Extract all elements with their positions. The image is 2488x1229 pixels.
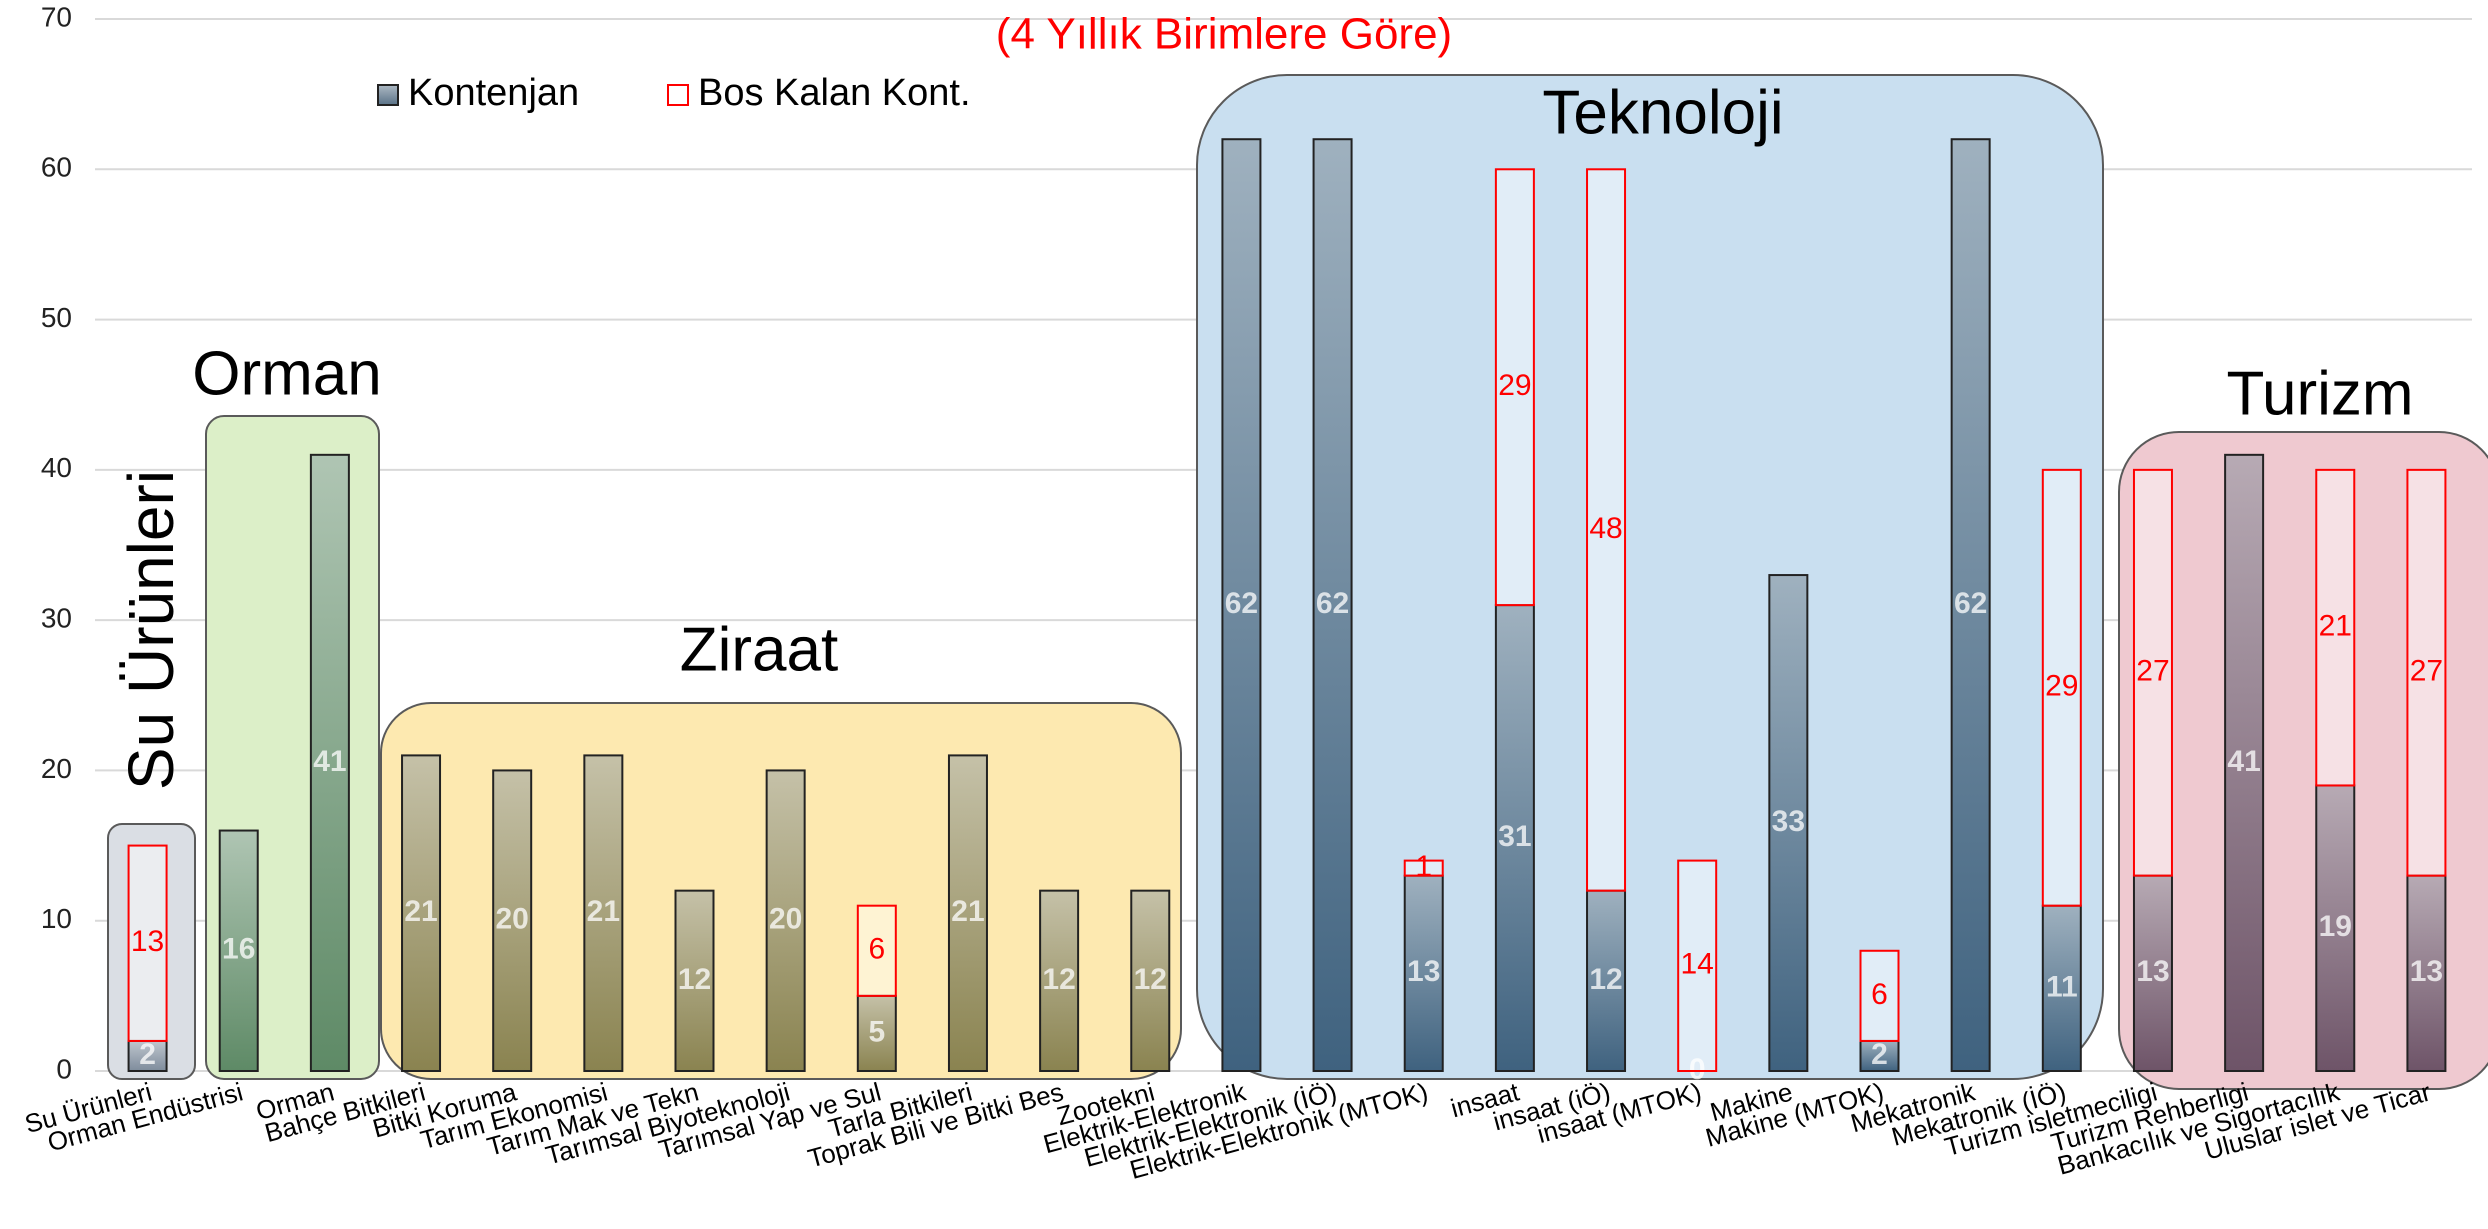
- data-label: 13: [131, 925, 164, 958]
- bar: [1312, 138, 1353, 1072]
- data-label: 12: [678, 963, 711, 996]
- data-label: 5: [868, 1015, 885, 1048]
- bar: [2406, 468, 2447, 877]
- legend-swatch: [377, 84, 399, 106]
- y-tick-label: 60: [41, 152, 72, 183]
- bar: [856, 904, 897, 997]
- bar: [2041, 468, 2082, 907]
- legend-swatch: [667, 84, 689, 106]
- group-box: [2118, 431, 2488, 1090]
- data-label: 6: [1871, 978, 1888, 1011]
- bar: [674, 889, 715, 1073]
- legend-label: Bos Kalan Kont.: [698, 72, 971, 114]
- legend-label: Kontenjan: [408, 72, 579, 114]
- bar: [1768, 574, 1809, 1072]
- bar: [1677, 859, 1718, 1072]
- data-label: 11: [2046, 970, 2078, 1003]
- group-label: Orman: [192, 339, 381, 408]
- data-label: 62: [1954, 587, 1987, 620]
- data-label: 13: [2136, 955, 2169, 988]
- data-label: 2: [1871, 1038, 1888, 1071]
- y-tick-label: 10: [41, 903, 72, 934]
- data-label: 13: [1407, 955, 1440, 988]
- data-label: 27: [2136, 655, 2169, 688]
- bar: [127, 1039, 168, 1073]
- data-label: 14: [1681, 948, 1714, 981]
- data-label: 16: [222, 933, 255, 966]
- data-label: 1: [1415, 850, 1432, 883]
- bar: [2406, 874, 2447, 1073]
- y-tick-label: 40: [41, 452, 72, 483]
- bar: [856, 994, 897, 1072]
- bar: [309, 453, 350, 1073]
- group-label: Ziraat: [680, 615, 838, 684]
- data-label: 29: [2045, 670, 2078, 703]
- data-label: 13: [2410, 955, 2443, 988]
- group-label: Teknoloji: [1542, 78, 1783, 147]
- bar: [1494, 604, 1535, 1072]
- x-tick-label: insaat (MTOK): [1534, 1076, 1705, 1149]
- bar: [401, 754, 442, 1073]
- data-label: 20: [496, 903, 529, 936]
- bar: [583, 754, 624, 1073]
- data-label: 27: [2410, 655, 2443, 688]
- group-label: Turizm: [2226, 359, 2413, 428]
- bar: [2224, 453, 2265, 1073]
- y-tick-label: 20: [41, 753, 72, 784]
- bar: [1403, 874, 1444, 1073]
- bar: [2315, 468, 2356, 787]
- data-label: 19: [2319, 910, 2352, 943]
- data-label: 33: [1772, 805, 1805, 838]
- bar: [1221, 138, 1262, 1072]
- bar: [1950, 138, 1991, 1072]
- data-label: 62: [1225, 587, 1258, 620]
- group-box: [107, 823, 196, 1080]
- data-label: 2: [139, 1038, 156, 1071]
- data-label: 48: [1589, 512, 1622, 545]
- y-tick-label: 30: [41, 603, 72, 634]
- bar: [2315, 784, 2356, 1072]
- data-label: 0: [1689, 1053, 1706, 1086]
- data-label: 21: [587, 895, 620, 928]
- data-label: 21: [951, 895, 984, 928]
- data-label: 20: [769, 903, 802, 936]
- data-label: 12: [1042, 963, 1075, 996]
- y-tick-label: 50: [41, 302, 72, 333]
- y-tick-label: 0: [56, 1053, 72, 1084]
- bar: [1494, 168, 1535, 607]
- bar: [218, 829, 259, 1072]
- bar: [1039, 889, 1080, 1073]
- bar: [1586, 889, 1627, 1073]
- data-label: 29: [1498, 369, 1531, 402]
- data-label: 62: [1316, 587, 1349, 620]
- bar: [1859, 949, 1900, 1042]
- data-label: 12: [1134, 963, 1167, 996]
- bar: [2132, 468, 2173, 877]
- bar: [1130, 889, 1171, 1073]
- data-label: 41: [2227, 745, 2260, 778]
- bar: [127, 844, 168, 1042]
- bar: [1586, 168, 1627, 892]
- bar: [492, 769, 533, 1073]
- data-label: 21: [404, 895, 437, 928]
- y-tick-label: 70: [41, 1, 72, 32]
- bar: [947, 754, 988, 1073]
- bar: [2132, 874, 2173, 1073]
- group-label: Su Ürünleri: [115, 470, 187, 790]
- bar: [765, 769, 806, 1073]
- bar: [1403, 859, 1444, 877]
- data-label: 41: [313, 745, 346, 778]
- data-label: 21: [2319, 610, 2352, 643]
- group-box: [1196, 74, 2104, 1080]
- data-label: 31: [1498, 820, 1531, 853]
- data-label: 6: [868, 933, 885, 966]
- data-label: 12: [1589, 963, 1622, 996]
- chart-title: (4 Yıllık Birimlere Göre): [996, 10, 1452, 59]
